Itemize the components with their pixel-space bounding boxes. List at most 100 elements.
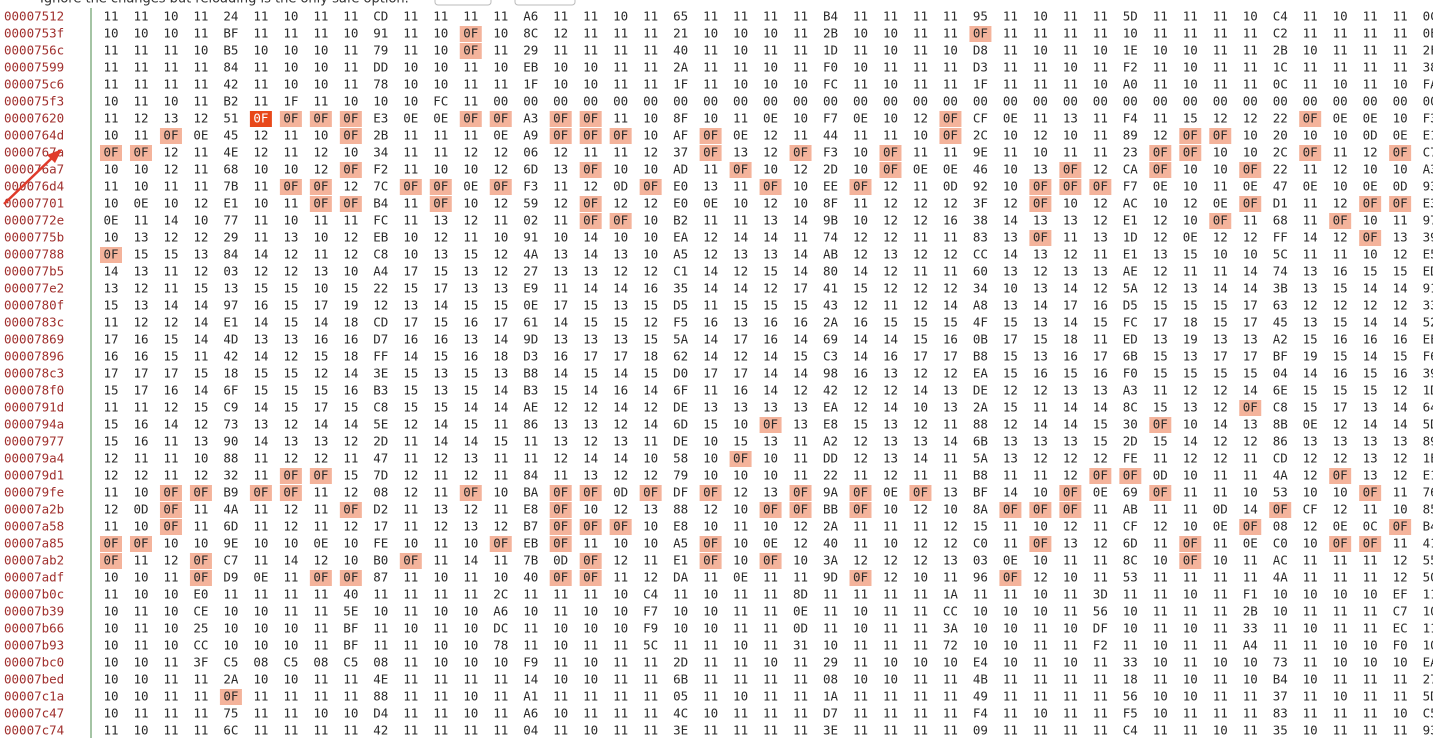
- byte: 0B: [973, 332, 988, 347]
- byte: 13: [763, 434, 778, 449]
- search-match: [699, 536, 722, 552]
- byte: 10: [853, 621, 868, 636]
- byte: 78: [493, 638, 508, 653]
- byte: 14: [613, 281, 628, 296]
- byte: 10: [133, 689, 148, 704]
- byte: 10: [733, 638, 748, 653]
- search-match: [279, 468, 302, 484]
- byte: DA: [673, 570, 689, 585]
- byte: 0D: [1363, 128, 1378, 143]
- byte: E8: [823, 417, 838, 432]
- byte: 0F: [163, 502, 178, 517]
- byte: 10: [703, 519, 718, 534]
- byte: 11: [163, 77, 178, 92]
- byte: 0F: [613, 128, 628, 143]
- address: 000078c3: [4, 366, 64, 381]
- byte: 13: [1063, 264, 1078, 279]
- button[interactable]: [514, 0, 576, 6]
- byte: 14: [163, 213, 178, 228]
- byte: 74: [823, 230, 838, 245]
- byte: 11: [1153, 621, 1168, 636]
- byte: AE: [1123, 264, 1138, 279]
- byte: 11: [583, 638, 598, 653]
- byte: 11: [943, 672, 958, 687]
- byte: 13: [253, 417, 268, 432]
- byte: 10: [133, 723, 148, 738]
- byte: 11: [403, 26, 418, 41]
- byte: 14: [703, 332, 718, 347]
- byte: 11: [1093, 672, 1108, 687]
- byte: 13: [583, 264, 598, 279]
- button[interactable]: [434, 0, 492, 6]
- byte: 11: [943, 145, 958, 160]
- byte: 10: [223, 638, 238, 653]
- byte: 15: [313, 383, 328, 398]
- byte: F0: [1123, 366, 1138, 381]
- byte: 11: [1093, 689, 1108, 704]
- byte: 11: [253, 60, 268, 75]
- address: 000076a7: [4, 162, 64, 177]
- byte: 11: [733, 723, 748, 738]
- byte: 10: [733, 196, 748, 211]
- address: 0000756c: [4, 43, 64, 58]
- byte: 0F: [493, 536, 508, 551]
- byte: 17: [1243, 298, 1258, 313]
- byte: 38: [973, 213, 988, 228]
- byte: 11: [493, 706, 508, 721]
- byte: 12: [613, 502, 628, 517]
- byte: 11: [1153, 570, 1168, 585]
- search-match: [339, 502, 362, 518]
- byte: 12: [403, 468, 418, 483]
- byte: 11: [1033, 468, 1048, 483]
- byte: 14: [733, 281, 748, 296]
- byte: 15: [1063, 366, 1078, 381]
- byte: 11: [1363, 570, 1378, 585]
- byte: 13: [1363, 400, 1378, 415]
- byte: 45: [223, 128, 238, 143]
- byte: 13: [613, 434, 628, 449]
- byte: 2B: [373, 128, 388, 143]
- byte: 03: [973, 553, 988, 568]
- byte: 0F: [703, 536, 718, 551]
- byte: E3: [1423, 196, 1433, 211]
- byte: 0E: [913, 162, 928, 177]
- search-match: [159, 485, 182, 501]
- byte: 15: [283, 366, 298, 381]
- byte: 11: [1363, 9, 1378, 24]
- byte: 11: [913, 77, 928, 92]
- byte: 11: [133, 9, 148, 24]
- byte: 11: [643, 434, 658, 449]
- byte: 11: [1123, 587, 1138, 602]
- byte: 0F: [763, 553, 778, 568]
- byte: 10: [703, 111, 718, 126]
- search-match: [939, 128, 962, 144]
- address: 00007701: [4, 196, 64, 211]
- byte: F4: [973, 706, 988, 721]
- byte: 11: [853, 587, 868, 602]
- byte: 11: [133, 128, 148, 143]
- byte: 13: [1063, 383, 1078, 398]
- byte: 0F: [103, 145, 118, 160]
- byte: 14: [1393, 417, 1408, 432]
- byte: 15: [103, 383, 118, 398]
- byte: 10: [1393, 162, 1408, 177]
- byte: 12: [883, 196, 898, 211]
- byte: 11: [1393, 9, 1408, 24]
- search-match: [1059, 502, 1082, 518]
- byte: 11: [1333, 145, 1348, 160]
- byte: 2B: [1273, 43, 1288, 58]
- byte: 33: [1123, 655, 1138, 670]
- byte: 13: [643, 502, 658, 517]
- byte: 13: [763, 213, 778, 228]
- byte: 10: [643, 213, 658, 228]
- byte: 14: [853, 349, 868, 364]
- byte: 04: [1273, 366, 1288, 381]
- byte: 0F: [853, 570, 868, 585]
- byte: 14: [1243, 264, 1258, 279]
- byte: 00: [853, 94, 868, 109]
- byte: 9D: [823, 570, 838, 585]
- byte: 11: [403, 213, 418, 228]
- byte: CD: [373, 9, 388, 24]
- byte: 84: [523, 468, 538, 483]
